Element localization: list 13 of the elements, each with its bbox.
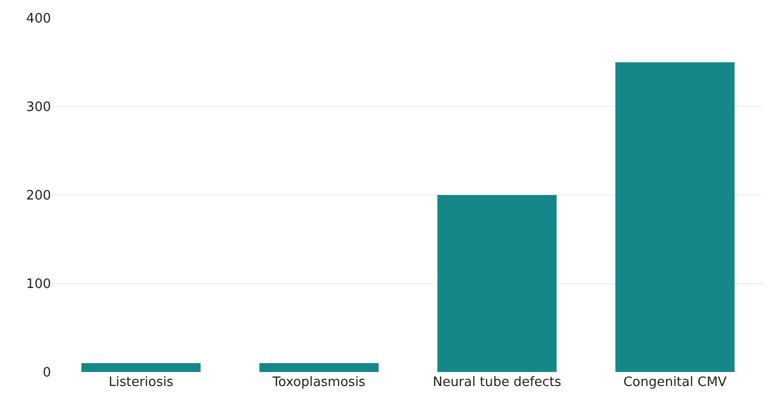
y-tick-label: 0: [42, 366, 51, 381]
x-tick-label: Congenital CMV: [623, 375, 727, 390]
bar: [259, 363, 379, 372]
y-tick-label: 400: [26, 12, 51, 27]
bar: [437, 195, 557, 372]
x-tick-label: Toxoplasmosis: [272, 375, 366, 390]
bar: [81, 363, 201, 372]
y-tick-label: 100: [26, 277, 51, 292]
y-tick-label: 300: [26, 100, 51, 116]
x-tick-label: Listeriosis: [108, 375, 174, 390]
y-tick-label: 200: [26, 188, 51, 204]
bar: [615, 62, 735, 372]
x-tick-label: Neural tube defects: [432, 375, 562, 390]
